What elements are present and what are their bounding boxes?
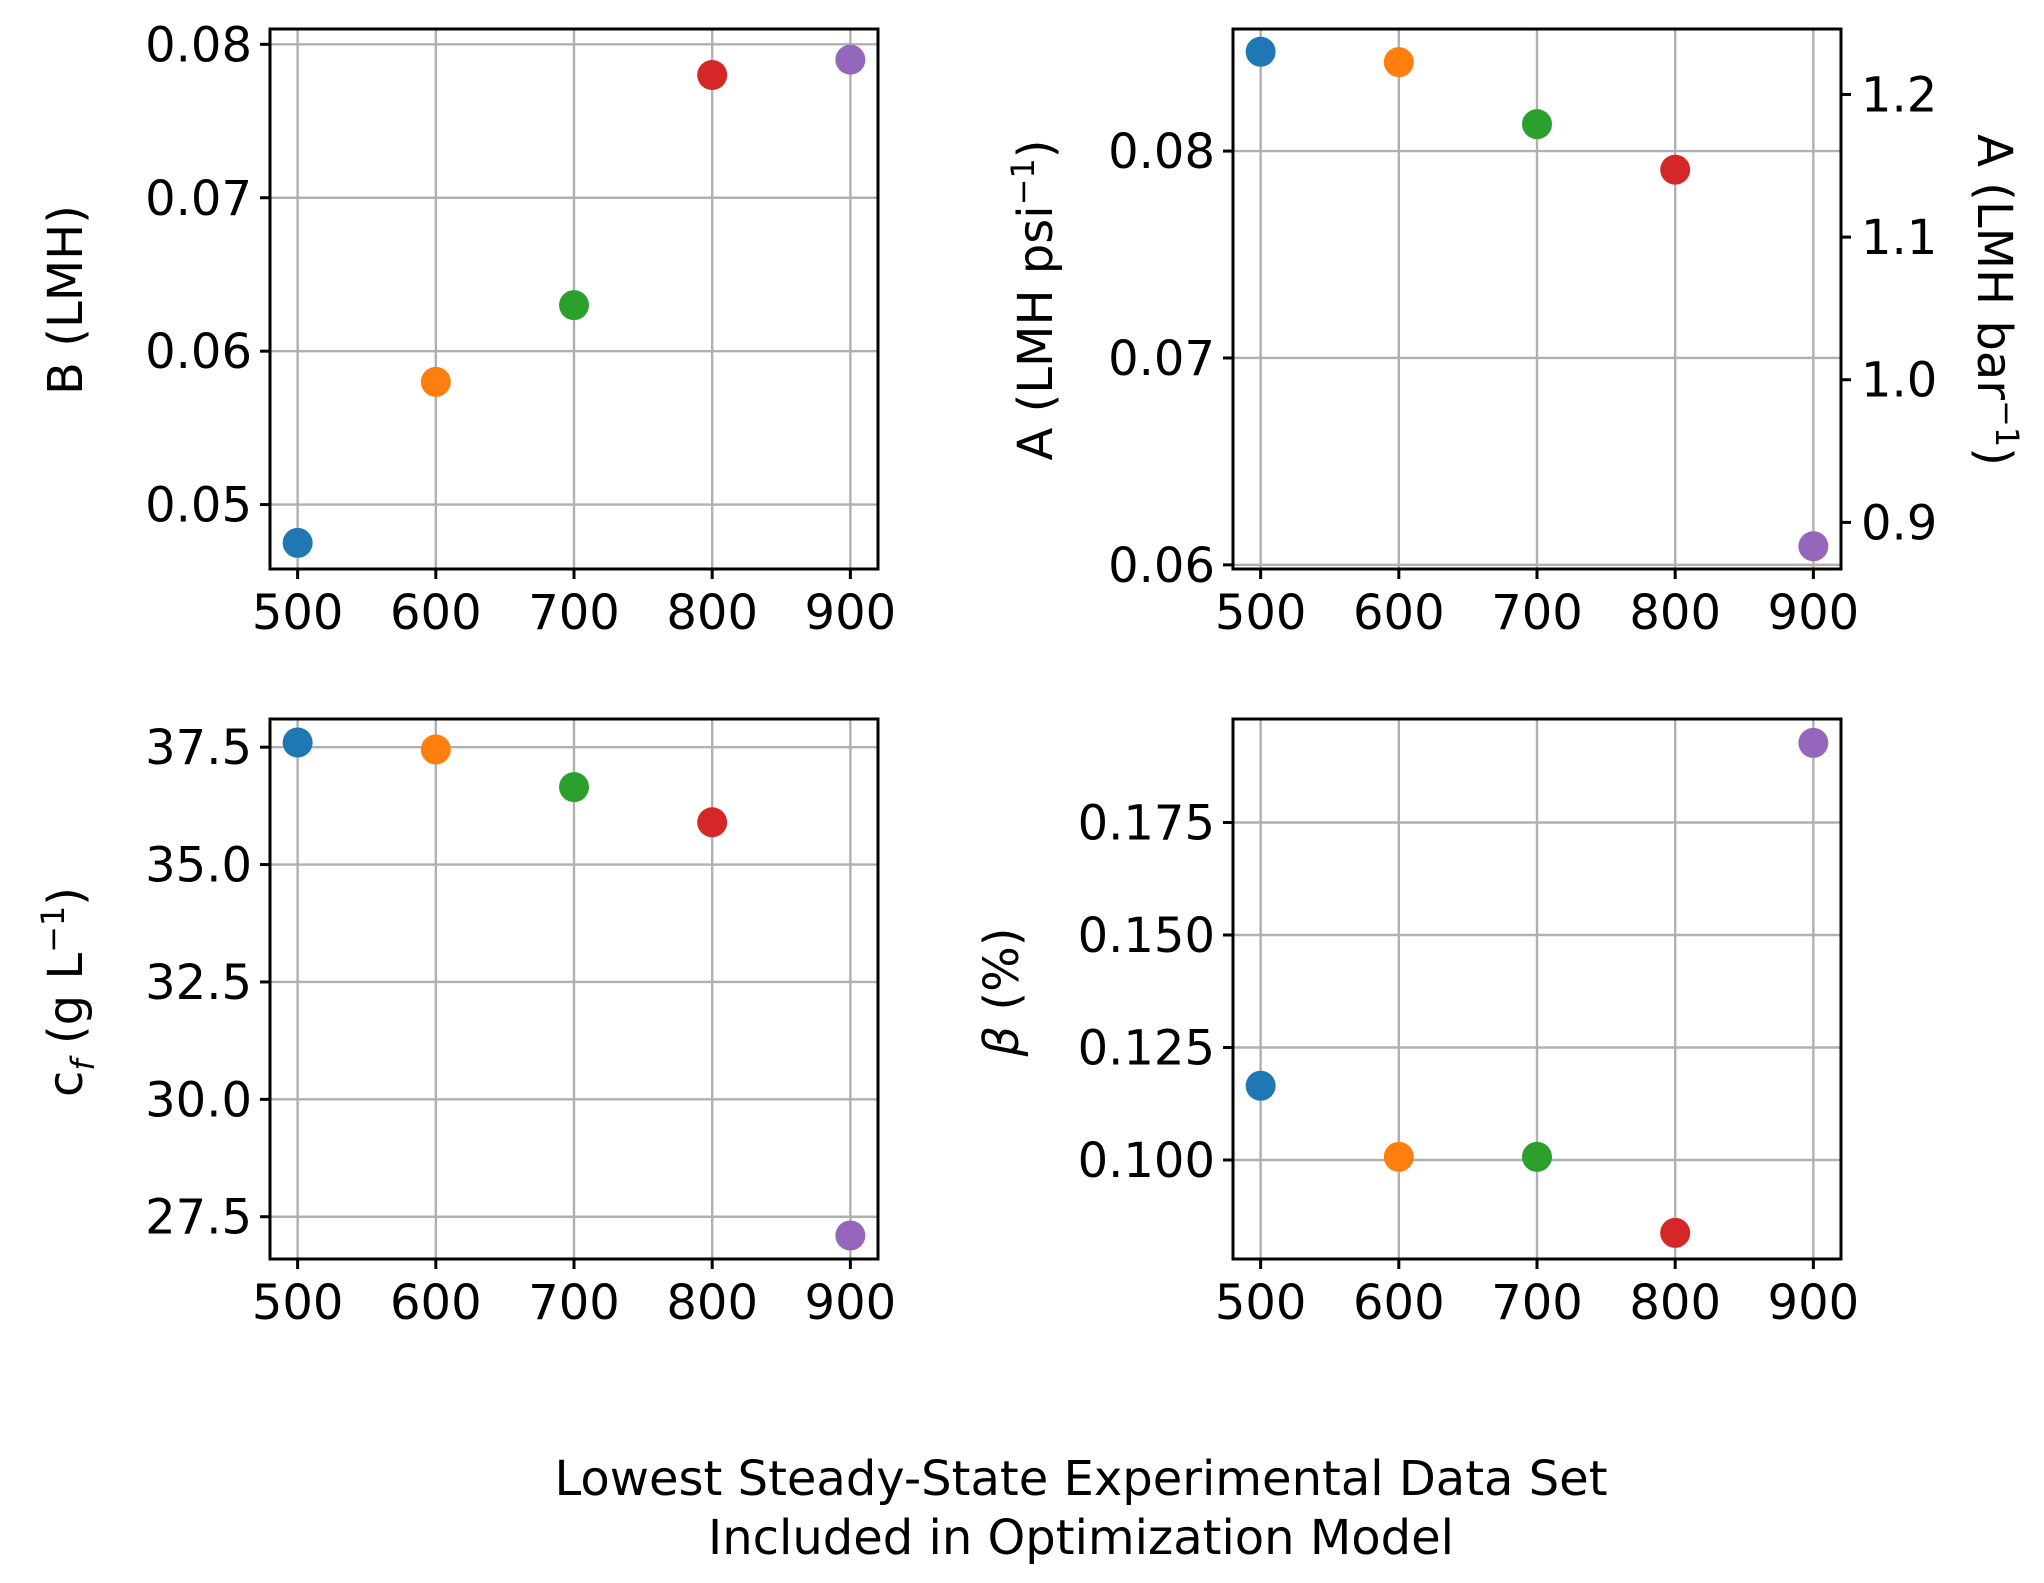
cf-ytick-label-1: 30.0	[145, 1072, 252, 1128]
beta-point-800	[1660, 1217, 1691, 1248]
beta-xtick-label-0: 500	[1215, 1275, 1307, 1331]
b-point-800	[697, 60, 728, 91]
beta-xtick-label-2: 700	[1491, 1275, 1583, 1331]
cf-ytick-label-0: 27.5	[145, 1190, 252, 1246]
ylabel-a-right: A (LMH bar−1)	[1966, 134, 2026, 466]
cf-ytick-label-4: 37.5	[145, 720, 252, 776]
a-point-800	[1660, 154, 1691, 185]
a-xtick-label-1: 600	[1353, 585, 1445, 641]
ylabel-cf-sup: −1	[34, 906, 72, 953]
beta-point-900	[1798, 727, 1829, 758]
cf-point-700	[559, 772, 589, 803]
ylabel-b: B (LMH)	[38, 205, 94, 395]
cf-point-500	[282, 727, 313, 758]
beta-xtick-label-1: 600	[1353, 1275, 1445, 1331]
panel-beta: 500 600 700 800 900 0.100 0.125 0.150 0.175	[1078, 717, 1860, 1331]
cf-point-600	[420, 734, 451, 765]
b-point-600	[420, 366, 451, 397]
figure-xlabel-line2: Included in Optimization Model	[708, 1510, 1454, 1566]
a-ytick-label-2: 0.08	[1108, 124, 1215, 180]
cf-xtick-label-4: 900	[805, 1275, 897, 1331]
ylabel-a: A (LMH psi−1)	[1004, 139, 1064, 460]
ylabel-beta-greek: β	[974, 1026, 1030, 1058]
ylabel-cf-close: )	[38, 887, 94, 906]
beta-xtick-label-3: 800	[1629, 1275, 1721, 1331]
ylabel-cf: cf (g L−1)	[34, 887, 102, 1097]
a-point-600	[1383, 47, 1414, 78]
a-y2tick-label-2: 1.1	[1861, 210, 1937, 266]
cf-point-800	[697, 807, 728, 838]
cf-ytick-label-3: 35.0	[145, 838, 252, 894]
panel-a: 500 600 700 800 900 0.06 0.07 0.08 0.9 1.0 1.1 1.2	[1108, 27, 1937, 641]
beta-ytick-label-0: 0.100	[1078, 1133, 1215, 1189]
b-xtick-label-4: 900	[805, 585, 897, 641]
ylabel-a-right-sup: −1	[1988, 400, 2026, 447]
beta-ytick-label-3: 0.175	[1078, 796, 1215, 852]
a-point-500	[1245, 36, 1276, 67]
ylabel-cf-c: c	[38, 1071, 94, 1097]
beta-xtick-label-4: 900	[1768, 1275, 1860, 1331]
panel-b: 500 600 700 800 900 0.05 0.06 0.07 0.08	[145, 17, 896, 641]
a-point-700	[1522, 109, 1552, 140]
b-ytick-label-1: 0.06	[145, 324, 252, 380]
cf-xtick-label-2: 700	[528, 1275, 620, 1331]
ylabel-beta: β (%)	[974, 928, 1030, 1058]
cf-xtick-label-3: 800	[666, 1275, 758, 1331]
ylabel-a-close: )	[1008, 139, 1064, 158]
b-point-700	[559, 290, 589, 321]
beta-ytick-label-1: 0.125	[1078, 1021, 1215, 1077]
b-xtick-label-1: 600	[390, 585, 482, 641]
b-ytick-label-0: 0.05	[145, 478, 252, 534]
cf-ytick-label-2: 32.5	[145, 955, 252, 1011]
ylabel-beta-rest: (%)	[974, 928, 1030, 1026]
a-y2tick-label-0: 0.9	[1861, 495, 1937, 551]
cf-xtick-label-1: 600	[390, 1275, 482, 1331]
beta-point-700	[1522, 1141, 1552, 1172]
b-point-900	[835, 44, 866, 75]
a-point-900	[1798, 531, 1829, 562]
a-ytick-label-0: 0.06	[1108, 538, 1215, 594]
ylabel-cf-rest: (g L	[38, 953, 94, 1060]
ylabel-a-right-text: A (LMH bar	[1966, 134, 2022, 400]
a-xtick-label-2: 700	[1491, 585, 1583, 641]
a-y2tick-label-1: 1.0	[1861, 353, 1937, 409]
b-xtick-label-2: 700	[528, 585, 620, 641]
cf-point-900	[835, 1220, 866, 1251]
a-ytick-label-1: 0.07	[1108, 331, 1215, 387]
cf-xtick-label-0: 500	[252, 1275, 344, 1331]
ylabel-a-right-close: )	[1966, 447, 2022, 466]
beta-point-600	[1383, 1141, 1414, 1172]
a-xtick-label-4: 900	[1768, 585, 1860, 641]
a-xtick-label-0: 500	[1215, 585, 1307, 641]
ylabel-a-text: A (LMH psi	[1008, 205, 1064, 460]
ylabel-a-sup: −1	[1004, 158, 1042, 205]
b-point-500	[282, 527, 313, 558]
figure-xlabel-line1: Lowest Steady-State Experimental Data Se…	[554, 1451, 1607, 1507]
b-ytick-label-3: 0.08	[145, 17, 252, 73]
a-y2tick-label-3: 1.2	[1861, 67, 1937, 123]
a-xtick-label-3: 800	[1629, 585, 1721, 641]
beta-ytick-label-2: 0.150	[1078, 908, 1215, 964]
beta-point-500	[1245, 1070, 1276, 1101]
b-xtick-label-0: 500	[252, 585, 344, 641]
panel-cf: 500 600 700 800 900 27.5 30.0 32.5 35.0 37.5	[145, 717, 897, 1331]
b-xtick-label-3: 800	[666, 585, 758, 641]
b-ytick-label-2: 0.07	[145, 171, 252, 227]
